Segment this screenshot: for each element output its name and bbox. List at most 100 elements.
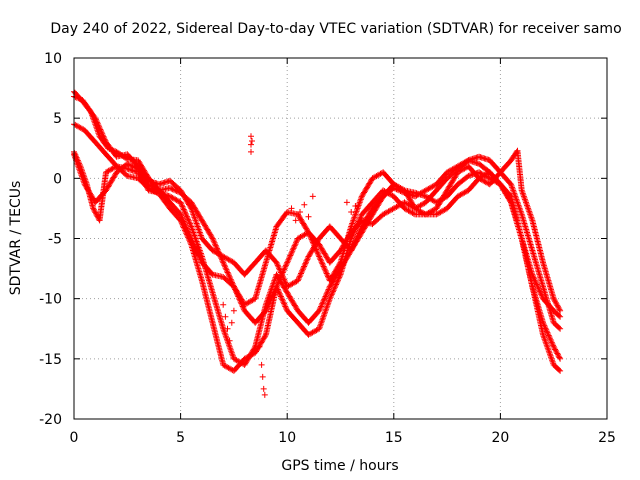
data-point [212,242,219,249]
y-tick-label: -10 [39,292,62,308]
data-point [273,283,280,290]
data-point [281,265,288,272]
data-point [282,263,289,270]
data-point [183,213,190,220]
data-point [222,263,229,270]
data-point [221,262,228,269]
data-point [124,160,131,167]
data-point [547,336,554,343]
data-point [545,331,552,338]
x-axis-label: GPS time / hours [281,458,398,474]
data-point [281,278,288,284]
data-point [277,268,284,275]
data-point [322,293,329,300]
data-point [222,265,229,272]
data-point [352,225,359,232]
data-point [178,218,185,225]
data-point [275,263,282,270]
data-points [71,88,564,398]
data-point [212,241,219,248]
y-tick-label: 0 [53,171,62,187]
data-point [350,229,357,236]
data-point [219,258,226,265]
data-point [278,295,285,301]
data-point [555,353,562,360]
data-point [318,259,325,266]
data-point [281,276,288,283]
data-point [358,224,365,231]
data-point [306,232,313,239]
data-point [262,333,269,340]
x-tick-label: 15 [385,430,403,446]
data-point [90,206,97,213]
data-point [182,227,188,234]
data-point [323,290,330,297]
data-point [296,273,303,280]
data-point [507,198,514,205]
data-point [297,209,303,215]
data-point [224,325,231,332]
data-point [128,162,135,169]
data-point [315,252,322,259]
data-point [110,147,117,154]
data-point [288,205,295,212]
data-point [279,296,286,303]
data-point [187,238,193,245]
x-tick-label: 10 [278,430,296,446]
data-point [185,216,192,223]
data-point [309,193,316,200]
data-point [557,313,564,320]
data-point [210,236,217,243]
data-point [556,324,562,331]
data-point [557,307,564,314]
data-point [276,265,282,272]
data-point [248,141,254,148]
data-point [277,269,284,276]
data-point [290,245,297,252]
data-point [557,355,564,362]
data-point [326,285,333,291]
data-point [75,95,82,102]
data-point [208,234,215,241]
data-point [293,239,299,246]
data-point [330,288,336,295]
data-point [108,146,114,153]
data-point [333,280,340,287]
data-point [549,341,556,347]
data-point [550,343,557,350]
data-point [329,290,336,296]
data-point [123,155,130,162]
data-point [282,304,289,311]
data-point [186,237,193,244]
data-point [170,186,177,193]
data-point [295,276,302,283]
data-point [550,342,557,349]
data-point [333,281,340,288]
data-point [276,289,282,296]
data-point [296,274,303,281]
data-point [355,218,362,225]
data-point [321,266,328,273]
data-point [248,133,254,140]
data-point [132,164,139,171]
data-point [279,297,286,304]
data-point [300,264,307,271]
data-point [350,243,356,250]
data-point [350,241,357,248]
x-tick-label: 0 [70,430,79,446]
data-point [185,217,192,224]
data-point [334,278,341,285]
data-point [220,259,227,266]
data-point [282,262,289,269]
data-point [181,207,188,214]
data-point [554,350,561,357]
data-point [183,231,190,238]
data-point [314,250,321,257]
data-point [287,252,294,259]
data-point [279,272,286,279]
data-point [305,213,312,220]
data-point [322,267,329,274]
data-point [125,161,132,168]
data-point [177,199,184,206]
data-point [286,255,293,262]
